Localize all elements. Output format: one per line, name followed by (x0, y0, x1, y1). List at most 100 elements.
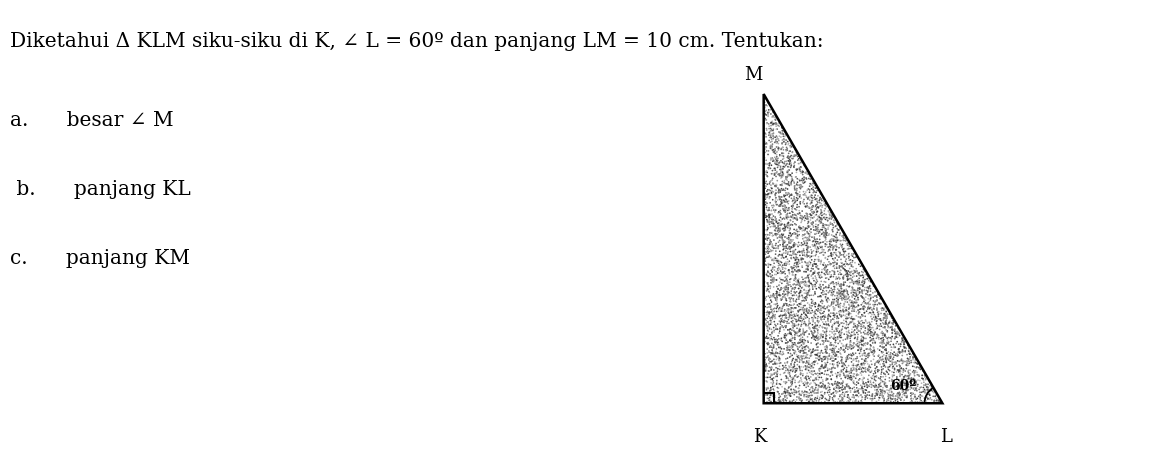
Point (819, 246, 838, 254)
Point (772, 169, 790, 177)
Point (805, 241, 824, 248)
Point (898, 392, 916, 399)
Point (791, 209, 810, 217)
Point (878, 328, 897, 336)
Point (843, 344, 862, 351)
Point (801, 394, 819, 402)
Point (816, 313, 834, 321)
Point (831, 321, 849, 328)
Point (815, 308, 833, 315)
Point (876, 319, 894, 326)
Point (769, 122, 788, 129)
Point (864, 351, 883, 358)
Point (791, 195, 810, 202)
Point (790, 365, 809, 372)
Point (887, 333, 906, 341)
Point (821, 390, 840, 398)
Point (825, 380, 843, 387)
Point (876, 331, 894, 338)
Point (874, 331, 892, 339)
Point (835, 292, 854, 299)
Point (825, 328, 843, 335)
Point (767, 189, 786, 196)
Point (863, 395, 882, 402)
Point (846, 366, 864, 373)
Point (778, 147, 796, 154)
Point (815, 246, 833, 254)
Point (834, 307, 853, 315)
Point (842, 355, 861, 362)
Point (843, 318, 862, 325)
Point (769, 258, 788, 265)
Point (911, 377, 929, 384)
Point (879, 338, 898, 346)
Point (782, 312, 801, 319)
Point (826, 344, 845, 352)
Point (870, 322, 889, 330)
Point (846, 299, 864, 307)
Point (756, 367, 774, 374)
Point (854, 312, 872, 319)
Point (802, 352, 820, 359)
Point (818, 349, 837, 357)
Point (816, 240, 834, 248)
Point (761, 144, 780, 152)
Point (817, 294, 835, 301)
Point (880, 324, 899, 331)
Point (791, 326, 810, 333)
Point (791, 331, 810, 339)
Point (759, 323, 778, 331)
Point (817, 226, 835, 234)
Point (869, 366, 887, 373)
Point (922, 383, 941, 390)
Point (758, 222, 776, 230)
Point (821, 212, 840, 219)
Point (805, 333, 824, 340)
Point (906, 381, 924, 389)
Point (820, 366, 839, 373)
Point (875, 398, 893, 406)
Point (759, 283, 778, 290)
Point (802, 309, 820, 317)
Point (767, 293, 786, 300)
Point (798, 237, 817, 244)
Point (761, 387, 780, 394)
Text: a.      besar ∠ M: a. besar ∠ M (10, 111, 174, 130)
Point (833, 356, 852, 363)
Point (862, 328, 880, 336)
Point (840, 241, 858, 248)
Point (833, 288, 852, 295)
Point (782, 141, 801, 148)
Point (879, 307, 898, 314)
Point (775, 385, 794, 393)
Point (820, 393, 839, 401)
Point (799, 398, 818, 405)
Point (788, 268, 806, 275)
Point (823, 369, 841, 376)
Point (921, 382, 939, 390)
Point (766, 116, 784, 123)
Point (827, 310, 846, 317)
Point (786, 336, 804, 343)
Point (816, 390, 834, 397)
Point (815, 304, 833, 311)
Point (791, 169, 810, 177)
Point (762, 219, 781, 227)
Point (761, 142, 780, 150)
Point (817, 230, 835, 237)
Point (775, 326, 794, 333)
Point (774, 231, 793, 238)
Point (760, 388, 779, 396)
Point (757, 198, 775, 206)
Point (813, 378, 832, 385)
Point (772, 210, 790, 218)
Point (782, 180, 801, 187)
Point (773, 220, 791, 228)
Point (850, 281, 869, 289)
Point (810, 370, 828, 378)
Point (771, 202, 789, 210)
Point (787, 230, 805, 237)
Point (922, 387, 941, 394)
Point (861, 334, 879, 341)
Point (854, 274, 872, 281)
